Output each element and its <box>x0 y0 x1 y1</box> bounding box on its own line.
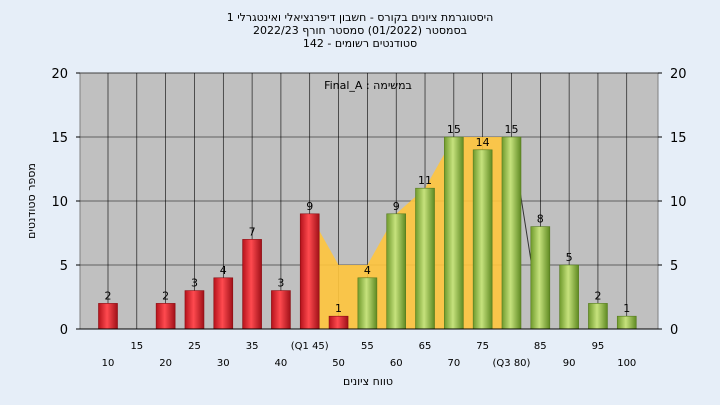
bar-65 <box>415 187 435 330</box>
value-label-30: 4 <box>220 264 227 277</box>
y-tick-label-right: 15 <box>670 131 687 146</box>
y-tick-label-left: 10 <box>51 195 68 210</box>
y-axis-label: מספר סטודנטים <box>25 163 38 239</box>
x-axis-label: טווח ציונים <box>343 375 393 388</box>
y-tick-label-right: 10 <box>670 195 687 210</box>
y-tick-label-left: 5 <box>60 259 68 274</box>
x-tick-label-75: 75 <box>476 341 489 352</box>
bar-35 <box>242 239 262 330</box>
y-tick-label-left: 20 <box>51 67 68 82</box>
value-label-35: 7 <box>249 225 256 238</box>
x-tick-label-100: 100 <box>617 358 636 369</box>
value-label-40: 3 <box>277 277 284 290</box>
x-tick-label-65: 65 <box>419 341 432 352</box>
value-label-65: 11 <box>418 174 432 187</box>
y-tick-label-right: 20 <box>670 67 687 82</box>
x-tick-label-25: 25 <box>188 341 201 352</box>
value-label-70: 15 <box>447 123 461 136</box>
x-tick-label-60: 60 <box>390 358 403 369</box>
value-label-85: 8 <box>537 213 544 226</box>
value-label-25: 3 <box>191 277 198 290</box>
bar-100 <box>616 315 637 330</box>
bar-80 <box>501 136 522 330</box>
x-tick-label-10: 10 <box>102 358 115 369</box>
bar-55 <box>357 277 378 330</box>
value-label-55: 4 <box>364 264 371 277</box>
y-tick-label-right: 0 <box>670 323 678 338</box>
bar-20 <box>155 303 176 330</box>
value-label-60: 9 <box>393 200 400 213</box>
value-label-90: 5 <box>566 251 573 264</box>
x-tick-label-20: 20 <box>159 358 172 369</box>
bar-40 <box>271 290 291 330</box>
y-tick-label-right: 5 <box>670 259 678 274</box>
x-tick-label-50: 50 <box>332 358 345 369</box>
x-tick-label-55: 55 <box>361 341 374 352</box>
chart-title-line-2: בסמסטר (01/2022) סמסטר חורף 2022/23 <box>253 24 467 37</box>
y-tick-label-left: 15 <box>51 131 68 146</box>
value-label-80: 15 <box>504 123 518 136</box>
bar-60 <box>386 213 407 330</box>
plot-annotation: Final_A : במשימה <box>324 79 412 92</box>
x-tick-label-85: 85 <box>534 341 547 352</box>
bars <box>98 136 637 330</box>
bar-30 <box>213 277 234 330</box>
value-label-75: 14 <box>476 136 490 149</box>
bar-50 <box>328 315 349 330</box>
chart-title-line-1: היסטוגרמת ציונים בקורס - חשבון דיפרנציאל… <box>227 11 494 24</box>
value-label-95: 2 <box>594 289 601 302</box>
bar-70 <box>444 136 464 330</box>
value-label-100: 1 <box>623 302 630 315</box>
x-tick-label-70: 70 <box>447 358 460 369</box>
bar-25 <box>184 290 205 330</box>
value-label-45: 9 <box>306 200 313 213</box>
value-label-50: 1 <box>335 302 342 315</box>
y-ticks-left: 0 5 10 15 20 <box>51 67 80 338</box>
bar-45 <box>299 213 320 330</box>
x-ticks: 10 15 20 25 30 35 40(Q1 45)50 55 60 65 70 75 (Q3 80)… <box>102 341 637 369</box>
x-tick-label-45: (Q1 45) <box>291 341 329 352</box>
bar-90 <box>559 264 579 330</box>
value-label-10: 2 <box>105 289 112 302</box>
x-tick-label-35: 35 <box>246 341 259 352</box>
bar-10 <box>98 303 118 330</box>
y-ticks-right: 0 5 10 15 20 <box>658 67 687 338</box>
x-tick-label-30: 30 <box>217 358 230 369</box>
chart-title-line-3: 142 - סטודנטים רשומים <box>303 37 417 50</box>
x-tick-label-95: 95 <box>592 341 605 352</box>
x-tick-label-80: (Q3 80) <box>493 358 531 369</box>
x-tick-label-90: 90 <box>563 358 576 369</box>
bar-95 <box>588 303 608 330</box>
bar-75 <box>472 149 493 330</box>
x-tick-label-40: 40 <box>275 358 288 369</box>
y-tick-label-left: 0 <box>60 323 68 338</box>
value-label-20: 2 <box>162 289 169 302</box>
x-tick-label-15: 15 <box>130 341 143 352</box>
bar-85 <box>530 226 551 330</box>
